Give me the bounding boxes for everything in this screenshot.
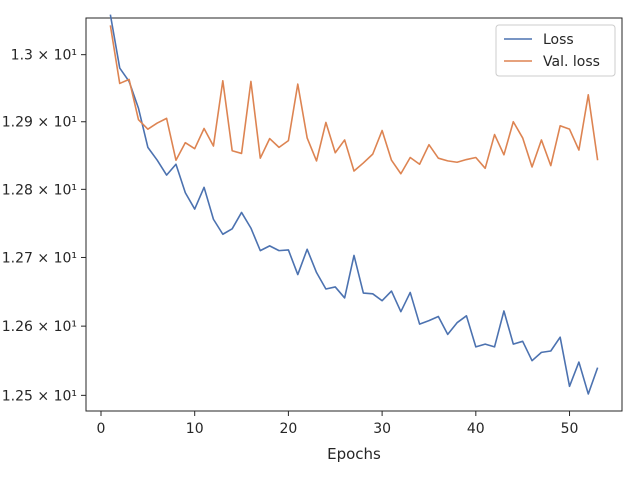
y-tick-label: 1.26 × 10¹ [2, 319, 77, 335]
series-line-val-loss [109, 25, 599, 175]
legend-label: Val. loss [543, 54, 600, 70]
legend: Loss Val. loss [495, 24, 616, 77]
x-tick-label: 10 [186, 421, 204, 437]
x-tick-label: 30 [373, 421, 391, 437]
y-tick-label: 1.3 × 10¹ [11, 48, 77, 64]
x-tick-label: 40 [467, 421, 485, 437]
plot-area [85, 17, 623, 412]
y-axis: 1.25 × 10¹ 1.26 × 10¹ 1.27 × 10¹ 1.28 × 10¹… [2, 48, 86, 404]
y-tick-label: 1.28 × 10¹ [2, 182, 77, 198]
plot-border [85, 17, 623, 412]
y-tick-label: 1.25 × 10¹ [2, 388, 77, 404]
series-line-loss [109, 14, 599, 395]
x-tick-label: 0 [97, 421, 106, 437]
legend-label: Loss [543, 32, 574, 48]
x-tick-label: 50 [561, 421, 579, 437]
series-lines [109, 14, 599, 395]
x-axis: 0 10 20 30 40 50 [97, 411, 579, 437]
x-tick-label: 20 [279, 421, 297, 437]
legend-box [495, 24, 616, 77]
y-tick-label: 1.27 × 10¹ [2, 250, 77, 266]
y-tick-label: 1.29 × 10¹ [2, 115, 77, 131]
x-axis-label: Epochs [327, 445, 381, 463]
